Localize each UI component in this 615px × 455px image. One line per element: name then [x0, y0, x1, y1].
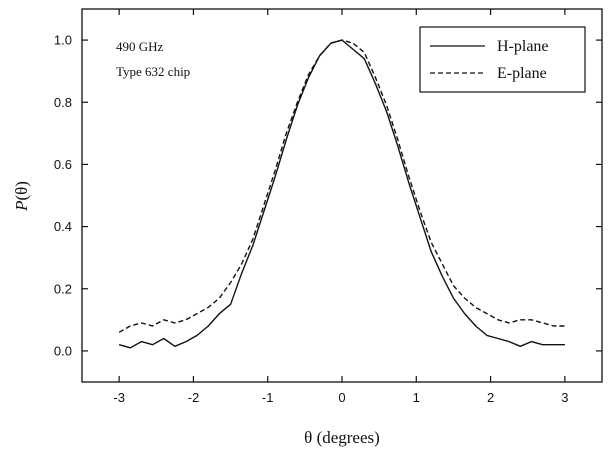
legend-box — [419, 26, 586, 93]
tick-labels: -3 -2 -1 0 1 2 3 0.0 0.2 0.4 0.6 0.8 1.0 — [54, 33, 569, 405]
x-tick-label: 2 — [487, 390, 494, 405]
y-tick-label: 0.4 — [54, 219, 72, 234]
x-axis-title: θ (degrees) — [304, 428, 380, 447]
y-tick-label: 0.2 — [54, 281, 72, 296]
x-tick-label: 1 — [413, 390, 420, 405]
x-tick-label: -1 — [262, 390, 274, 405]
x-tick-label: -3 — [113, 390, 125, 405]
tick-marks — [82, 9, 602, 382]
x-tick-label: -2 — [188, 390, 200, 405]
series-lines — [118, 39, 565, 349]
y-tick-label: 0.8 — [54, 95, 72, 110]
legend-label-e-plane: E-plane — [497, 65, 547, 82]
y-axis-title-symbol: P — [12, 201, 31, 212]
y-tick-label: 0.6 — [54, 157, 72, 172]
x-tick-label: 0 — [338, 390, 345, 405]
x-tick-label: 3 — [561, 390, 568, 405]
legend-label-h-plane: H-plane — [497, 38, 549, 55]
y-axis-title: P(θ) — [12, 181, 31, 212]
annotation-chip-type: Type 632 chip — [116, 64, 190, 79]
legend: H-plane E-plane — [419, 26, 586, 93]
y-tick-label: 1.0 — [54, 33, 72, 48]
series-line-e-plane — [118, 39, 565, 333]
annotation-frequency: 490 GHz — [116, 39, 164, 54]
y-axis-title-argument: (θ) — [12, 181, 31, 200]
y-tick-label: 0.0 — [54, 343, 72, 358]
